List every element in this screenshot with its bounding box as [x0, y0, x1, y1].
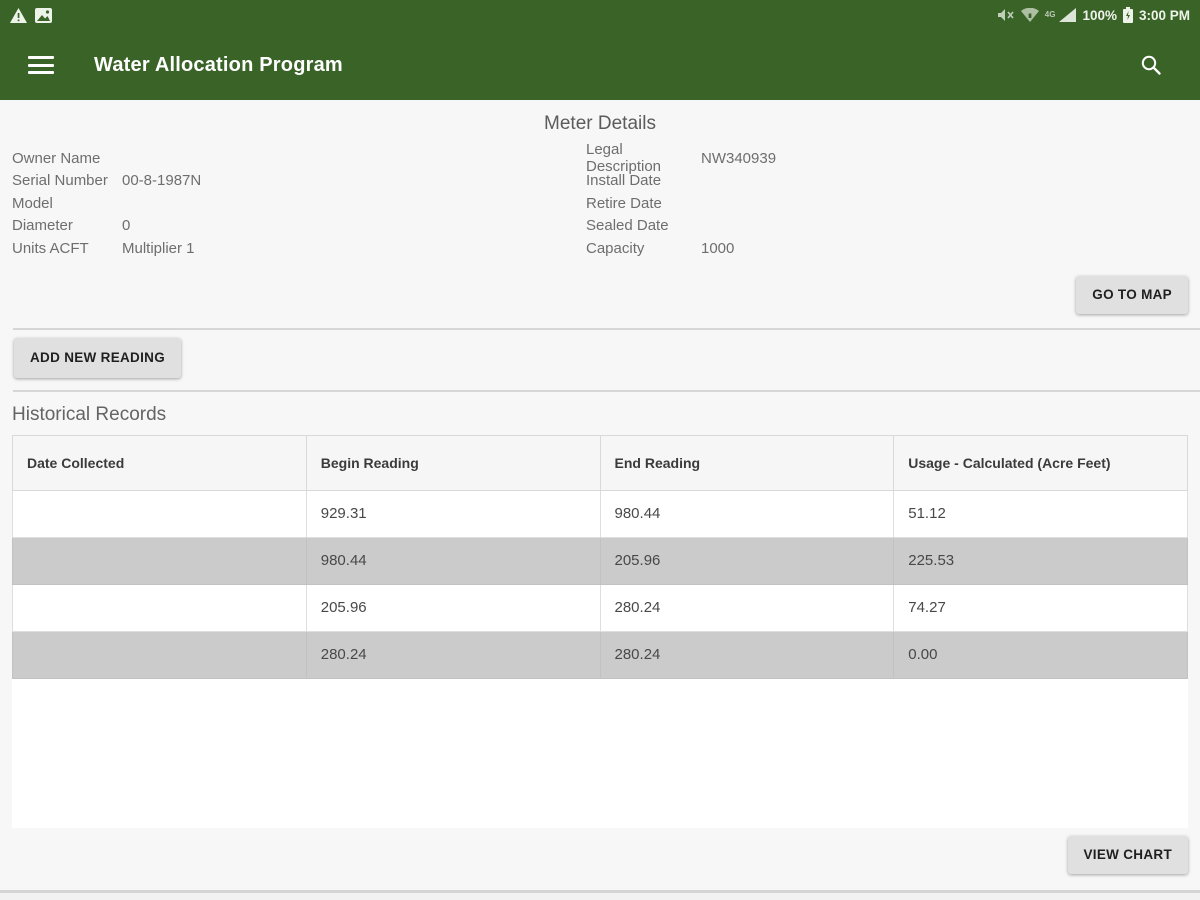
cell-date-collected	[12, 583, 307, 632]
meter-details-left-column: Owner Name Serial Number 00-8-1987N Mode…	[12, 147, 586, 260]
field-value: 00-8-1987N	[122, 172, 202, 190]
content: Meter Details Owner Name Serial Number 0…	[0, 100, 1200, 900]
bottom-padding	[0, 892, 1200, 900]
cell-usage: 74.27	[893, 583, 1188, 632]
detail-row-units: Units ACFT Multiplier 1	[12, 237, 586, 260]
field-label: Retire Date	[586, 194, 662, 212]
divider	[13, 327, 1200, 330]
search-icon[interactable]	[1140, 54, 1162, 76]
cell-end-reading: 980.44	[599, 489, 895, 538]
table-header-row: Date Collected Begin Reading End Reading…	[12, 434, 1188, 491]
field-value: NW340939	[701, 149, 777, 167]
detail-row-owner-name: Owner Name	[12, 147, 586, 170]
menu-icon[interactable]	[28, 56, 54, 74]
field-label: Legal Description	[586, 141, 662, 176]
column-header-usage: Usage - Calculated (Acre Feet)	[893, 434, 1188, 491]
cell-end-reading: 205.96	[599, 536, 895, 585]
cell-usage: 225.53	[893, 536, 1188, 585]
network-type-label: 4G	[1044, 10, 1056, 19]
field-label: Owner Name	[12, 149, 101, 167]
go-to-map-button[interactable]: GO TO MAP	[1076, 275, 1188, 314]
field-label: Install Date	[586, 172, 662, 190]
cell-begin-reading: 205.96	[305, 583, 601, 632]
page-title: Meter Details	[544, 113, 656, 134]
column-header-begin-reading: Begin Reading	[305, 434, 601, 491]
field-label: Capacity	[586, 239, 645, 257]
field-value: 0	[122, 217, 131, 235]
cell-begin-reading: 280.24	[305, 630, 601, 679]
clock-label: 3:00 PM	[1138, 7, 1190, 23]
detail-row-retire-date: Retire Date	[586, 192, 1176, 215]
add-new-reading-button[interactable]: ADD NEW READING	[14, 337, 181, 378]
column-header-date-collected: Date Collected	[12, 434, 307, 491]
cell-begin-reading: 929.31	[305, 489, 601, 538]
historical-records-table: Date Collected Begin Reading End Reading…	[12, 434, 1188, 679]
detail-row-diameter: Diameter 0	[12, 215, 586, 238]
cell-date-collected	[12, 630, 307, 679]
cell-usage: 0.00	[893, 630, 1188, 679]
app-title: Water Allocation Program	[94, 53, 343, 76]
detail-row-model: Model	[12, 192, 586, 215]
detail-row-capacity: Capacity 1000	[586, 237, 1176, 260]
historical-records-title: Historical Records	[12, 403, 167, 425]
meter-details-panel: Owner Name Serial Number 00-8-1987N Mode…	[0, 141, 1200, 260]
app-bar: Water Allocation Program	[0, 30, 1200, 100]
cell-begin-reading: 980.44	[305, 536, 601, 585]
notification-icons	[10, 7, 52, 23]
field-label: Serial Number	[12, 172, 108, 190]
cell-end-reading: 280.24	[599, 630, 895, 679]
bottom-divider	[0, 889, 1200, 893]
historical-records-table-card: Date Collected Begin Reading End Reading…	[12, 434, 1188, 828]
system-status-icons: 4G 100% 3:00 PM	[997, 7, 1190, 23]
volume-mute-icon	[997, 8, 1015, 22]
status-bar: 4G 100% 3:00 PM	[0, 0, 1200, 30]
table-row[interactable]: 929.31 980.44 51.12	[12, 489, 1188, 538]
detail-row-serial-number: Serial Number 00-8-1987N	[12, 170, 586, 193]
field-label: Sealed Date	[586, 217, 669, 235]
column-header-end-reading: End Reading	[599, 434, 895, 491]
view-chart-button[interactable]: VIEW CHART	[1067, 835, 1188, 874]
detail-row-legal-description: Legal Description NW340939	[586, 141, 1176, 175]
detail-row-sealed-date: Sealed Date	[586, 215, 1176, 238]
wifi-icon	[1020, 8, 1039, 22]
battery-percent-label: 100%	[1082, 7, 1117, 23]
cell-date-collected	[12, 489, 307, 538]
divider	[13, 389, 1200, 392]
detail-row-install-date: Install Date	[586, 170, 1176, 193]
field-label: Units ACFT	[12, 239, 89, 257]
meter-details-right-column: Legal Description NW340939 Install Date …	[586, 141, 1176, 260]
warning-icon	[10, 7, 27, 23]
table-row[interactable]: 280.24 280.24 0.00	[12, 630, 1188, 679]
cell-signal-icon	[1059, 8, 1077, 22]
table-row[interactable]: 980.44 205.96 225.53	[12, 536, 1188, 585]
field-value: 1000	[701, 239, 735, 257]
table-row[interactable]: 205.96 280.24 74.27	[12, 583, 1188, 632]
field-value: Multiplier 1	[122, 239, 195, 257]
image-icon	[35, 7, 52, 23]
cell-usage: 51.12	[893, 489, 1188, 538]
cell-end-reading: 280.24	[599, 583, 895, 632]
field-label: Diameter	[12, 217, 73, 235]
field-label: Model	[12, 194, 53, 212]
cell-date-collected	[12, 536, 307, 585]
battery-charging-icon	[1122, 7, 1133, 23]
